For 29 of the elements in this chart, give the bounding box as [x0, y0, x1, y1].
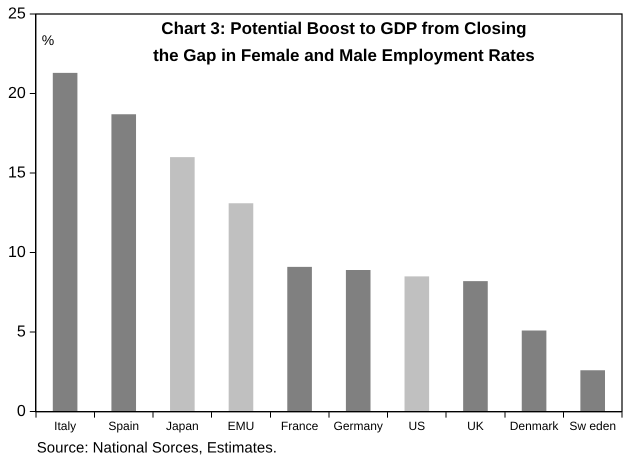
bar: [228, 203, 254, 412]
bar: [463, 281, 488, 412]
y-tick-label: 10: [8, 244, 26, 261]
y-tick-label: 20: [8, 84, 26, 102]
x-tick-label: EMU: [228, 419, 254, 434]
bar: [170, 157, 195, 412]
y-tick-label: 25: [8, 5, 26, 22]
bar: [287, 266, 312, 412]
text: Chart 3: Potential Boost to GDP from Closing the Gap in Female and Male Employment Rates: [153, 19, 535, 66]
x-tick-label: Spain: [108, 419, 140, 434]
source-note: Source: National Sorces, Estimates.: [36, 440, 277, 457]
bar: [111, 114, 136, 412]
x-tick-label: US: [408, 419, 426, 434]
bar: [580, 370, 605, 412]
x-tick-label: Italy: [54, 419, 76, 434]
x-tick-label: Germany: [334, 419, 383, 434]
x-tick-label: Japan: [166, 419, 199, 434]
x-tick-label: Sw eden: [569, 419, 616, 434]
bar: [404, 276, 430, 412]
bar: [346, 270, 371, 412]
x-tick-label: France: [280, 419, 319, 434]
x-tick-label: UK: [467, 419, 484, 434]
y-axis-title: %: [42, 32, 54, 48]
x-tick-label: Denmark: [510, 419, 560, 434]
y-tick-label: 0: [16, 403, 26, 420]
y-tick-label: 15: [8, 164, 26, 182]
bar: [522, 330, 546, 412]
bar: [52, 72, 78, 412]
y-tick-label: 5: [16, 323, 26, 340]
